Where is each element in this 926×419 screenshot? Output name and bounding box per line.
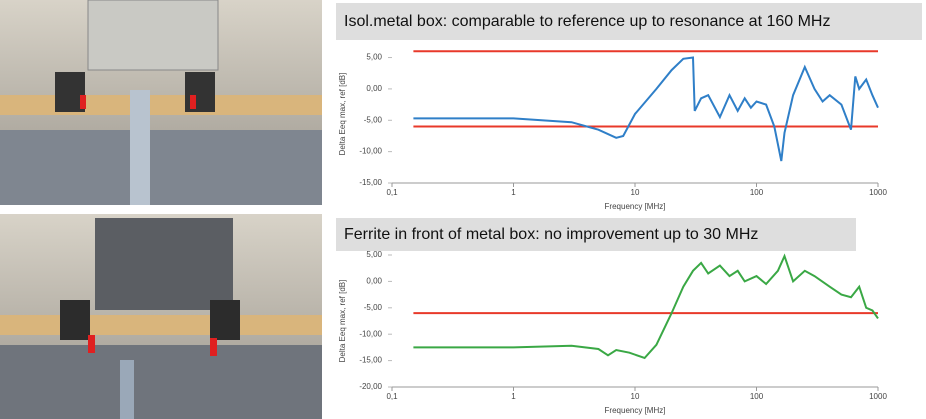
x-tick-label: 1 (511, 188, 516, 197)
x-tick-label: 1 (511, 392, 516, 401)
y-tick-label: -10,00 (359, 147, 382, 156)
x-tick-label: 100 (750, 392, 764, 401)
photo-bottom (0, 214, 322, 419)
y-tick-label: -15,00 (359, 356, 382, 365)
y-tick-label: -15,00 (359, 178, 382, 187)
y-tick-label: -5,00 (364, 303, 383, 312)
chart-title: Isol.metal box: comparable to reference … (344, 13, 830, 30)
y-tick-label: -20,00 (359, 382, 382, 391)
x-tick-label: 10 (631, 188, 640, 197)
y-tick-label: 0,00 (366, 277, 382, 286)
x-tick-label: 1000 (869, 188, 887, 197)
y-axis-label: Delta Eeq max, ref [dB] (338, 280, 347, 363)
photo-top (0, 0, 322, 205)
x-tick-label: 1000 (869, 392, 887, 401)
figure: Isol.metal box: comparable to reference … (0, 0, 926, 419)
x-axis-label: Frequency [MHz] (605, 202, 666, 211)
y-tick-label: -10,00 (359, 329, 382, 338)
y-tick-label: 0,00 (366, 84, 382, 93)
y-tick-label: -5,00 (364, 115, 383, 124)
y-tick-label: 5,00 (366, 250, 382, 259)
x-tick-label: 10 (631, 392, 640, 401)
x-tick-label: 0,1 (386, 392, 398, 401)
x-tick-label: 0,1 (386, 188, 398, 197)
data-line (413, 256, 878, 358)
data-line (413, 58, 878, 162)
y-tick-label: 5,00 (366, 53, 382, 62)
x-tick-label: 100 (750, 188, 764, 197)
x-axis-label: Frequency [MHz] (605, 406, 666, 415)
y-axis-label: Delta Eeq max, ref [dB] (338, 73, 347, 156)
chart-title: Ferrite in front of metal box: no improv… (344, 226, 758, 243)
page: {"chart_data": [ {"type": "line", "title… (0, 0, 926, 419)
